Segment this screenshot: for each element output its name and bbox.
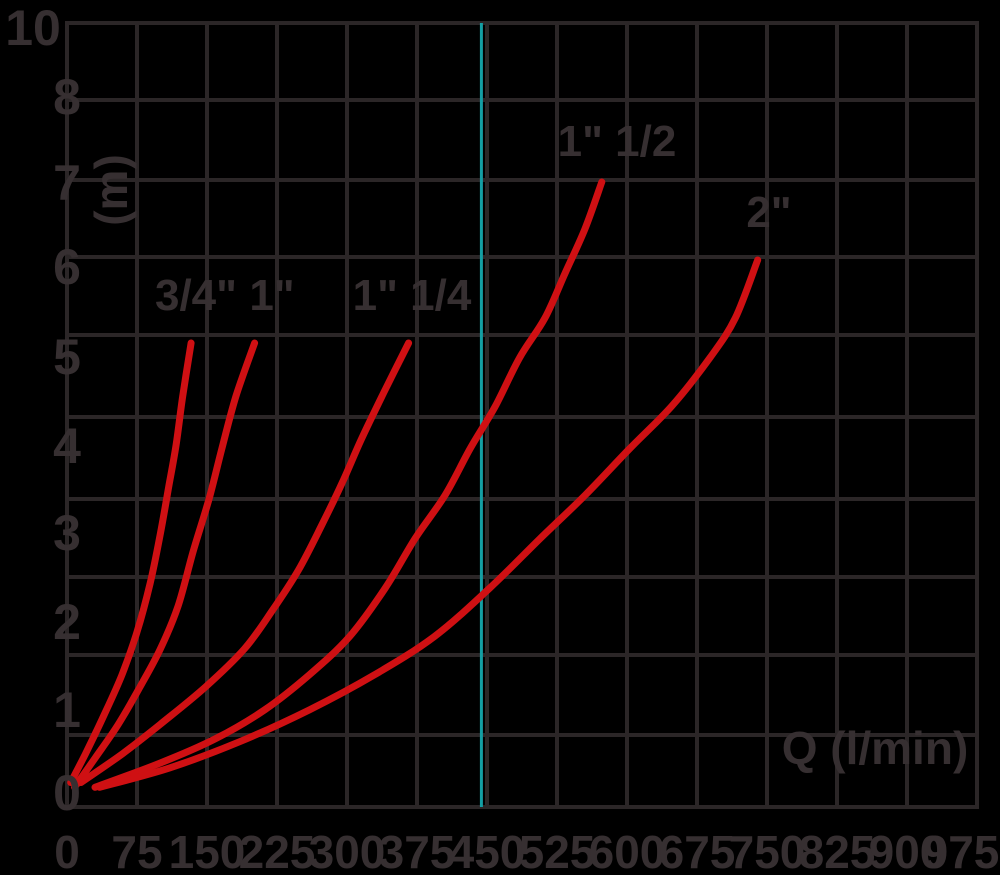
y-tick-label: 4	[53, 418, 81, 474]
curve-label: 1"	[249, 271, 294, 320]
x-tick-label: 900	[869, 826, 946, 875]
y-axis-title: (m)	[85, 154, 137, 226]
curve-label: 1" 1/4	[353, 271, 472, 320]
y-tick-label: 7	[53, 155, 81, 211]
x-tick-label: 225	[239, 826, 316, 875]
curve-1-1-2	[91, 178, 606, 791]
x-tick-label: 675	[659, 826, 736, 875]
curves	[67, 178, 762, 791]
y-tick-label: 1	[53, 682, 81, 738]
curve-1	[71, 339, 259, 791]
y-tick-label: 10	[5, 0, 61, 56]
curve-3-4	[67, 339, 195, 786]
x-tick-label: 375	[379, 826, 456, 875]
x-axis-title: Q (l/min)	[782, 722, 969, 774]
y-tick-label: 6	[53, 239, 81, 295]
curve-label: 2"	[746, 188, 791, 237]
plot-border	[65, 21, 979, 809]
x-tick-label: 825	[799, 826, 876, 875]
y-tick-label: 2	[53, 594, 81, 650]
x-tick-label: 600	[589, 826, 666, 875]
curve-1-1-4	[77, 339, 413, 786]
curve-label: 3/4"	[155, 271, 237, 320]
y-tick-label: 3	[53, 505, 81, 561]
y-tick-label: 5	[53, 329, 81, 385]
x-tick-label: 300	[309, 826, 386, 875]
x-tick-label: 975	[923, 826, 1000, 875]
y-tick-label: 8	[53, 69, 81, 125]
x-tick-label: 525	[519, 826, 596, 875]
y-tick-label: 0	[53, 765, 81, 821]
x-tick-label: 750	[729, 826, 806, 875]
curve-2	[96, 256, 762, 791]
x-tick-label: 75	[111, 826, 162, 875]
curve-label: 1" 1/2	[558, 117, 677, 166]
x-tick-label: 450	[449, 826, 526, 875]
x-tick-label: 0	[54, 826, 80, 875]
x-tick-label: 150	[169, 826, 246, 875]
